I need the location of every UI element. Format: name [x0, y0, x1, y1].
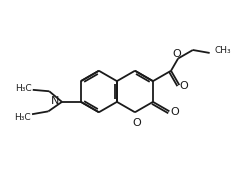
Text: O: O — [179, 81, 188, 91]
Text: N: N — [51, 96, 59, 106]
Text: CH₃: CH₃ — [214, 46, 231, 55]
Text: H₃C: H₃C — [15, 84, 32, 93]
Text: O: O — [133, 118, 141, 128]
Text: O: O — [170, 107, 179, 117]
Text: H₃C: H₃C — [14, 113, 31, 122]
Text: O: O — [172, 49, 181, 59]
